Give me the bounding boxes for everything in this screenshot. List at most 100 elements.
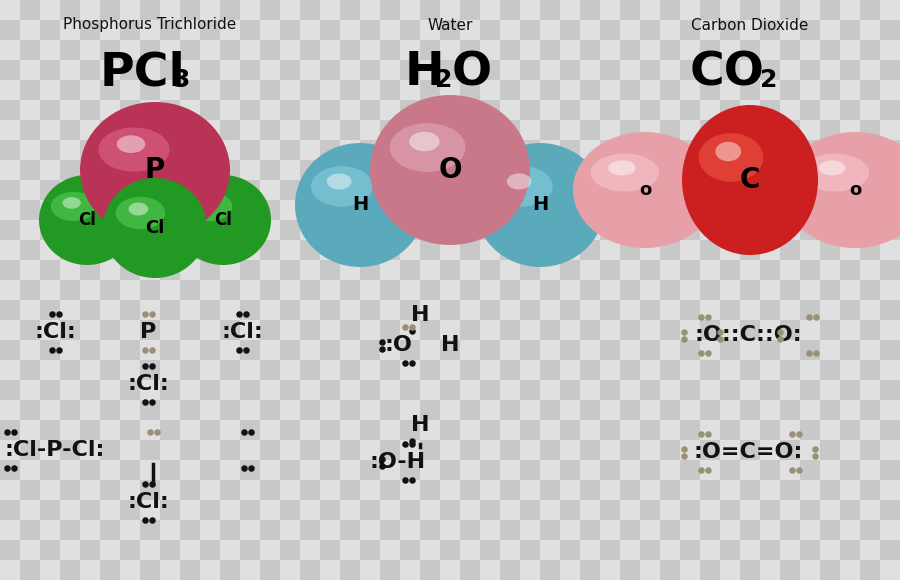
Bar (280, 540, 300, 560)
Bar (160, 280, 180, 300)
Point (791, 465, 806, 474)
Bar (720, 440, 740, 460)
Bar (180, 160, 200, 180)
Bar (0, 120, 20, 140)
Bar (800, 360, 820, 380)
Bar (480, 100, 500, 120)
Bar (620, 420, 640, 440)
Bar (620, 120, 640, 140)
Bar (520, 120, 540, 140)
Bar (500, 60, 520, 80)
Bar (540, 180, 560, 200)
Bar (380, 140, 400, 160)
Bar (600, 540, 620, 560)
Bar (260, 240, 280, 260)
Bar (60, 0, 80, 20)
Bar (460, 500, 480, 520)
Bar (420, 400, 440, 420)
Bar (200, 340, 220, 360)
Point (405, 436, 419, 445)
Bar (500, 160, 520, 180)
Bar (100, 20, 120, 40)
Bar (700, 400, 720, 420)
Bar (320, 180, 340, 200)
Bar (700, 380, 720, 400)
Bar (880, 460, 900, 480)
Bar (640, 120, 660, 140)
Bar (220, 260, 240, 280)
Bar (120, 140, 140, 160)
Bar (40, 300, 60, 320)
Bar (300, 0, 320, 20)
Bar (360, 140, 380, 160)
Bar (200, 400, 220, 420)
Bar (380, 480, 400, 500)
Bar (220, 380, 240, 400)
Bar (320, 200, 340, 220)
Bar (160, 460, 180, 480)
Point (374, 454, 389, 463)
Bar (760, 360, 780, 380)
Bar (340, 340, 360, 360)
Bar (600, 220, 620, 240)
Bar (120, 100, 140, 120)
Bar (760, 500, 780, 520)
Bar (640, 420, 660, 440)
Bar (160, 120, 180, 140)
Bar (420, 300, 440, 320)
Text: CO: CO (690, 50, 765, 95)
Bar (680, 40, 700, 60)
Bar (240, 240, 260, 260)
Bar (520, 20, 540, 40)
Bar (480, 280, 500, 300)
Bar (500, 420, 520, 440)
Bar (740, 200, 760, 220)
Bar (400, 320, 420, 340)
Bar (240, 360, 260, 380)
Bar (400, 540, 420, 560)
Bar (620, 100, 640, 120)
Bar (400, 60, 420, 80)
Text: :Cl:: :Cl: (127, 492, 169, 512)
Bar (20, 220, 40, 240)
Bar (80, 400, 100, 420)
Bar (120, 180, 140, 200)
Bar (580, 400, 600, 420)
Bar (600, 460, 620, 480)
Bar (740, 340, 760, 360)
Bar (600, 320, 620, 340)
Bar (180, 120, 200, 140)
Bar (60, 560, 80, 580)
Bar (740, 40, 760, 60)
Bar (760, 180, 780, 200)
Bar (680, 460, 700, 480)
Bar (500, 300, 520, 320)
Bar (160, 200, 180, 220)
Bar (640, 360, 660, 380)
Bar (640, 160, 660, 180)
Bar (80, 0, 100, 20)
Bar (40, 440, 60, 460)
Bar (320, 540, 340, 560)
Bar (700, 320, 720, 340)
Bar (80, 300, 100, 320)
Bar (520, 180, 540, 200)
Bar (180, 100, 200, 120)
Bar (480, 400, 500, 420)
Bar (20, 380, 40, 400)
Bar (460, 140, 480, 160)
Text: :Cl:: :Cl: (34, 322, 76, 342)
Bar (500, 400, 520, 420)
Bar (800, 320, 820, 340)
Bar (340, 560, 360, 580)
Bar (860, 60, 880, 80)
Bar (480, 80, 500, 100)
Bar (0, 400, 20, 420)
Bar (460, 340, 480, 360)
Bar (460, 440, 480, 460)
Bar (660, 520, 680, 540)
Bar (440, 560, 460, 580)
Bar (680, 120, 700, 140)
Bar (840, 280, 860, 300)
Bar (360, 180, 380, 200)
